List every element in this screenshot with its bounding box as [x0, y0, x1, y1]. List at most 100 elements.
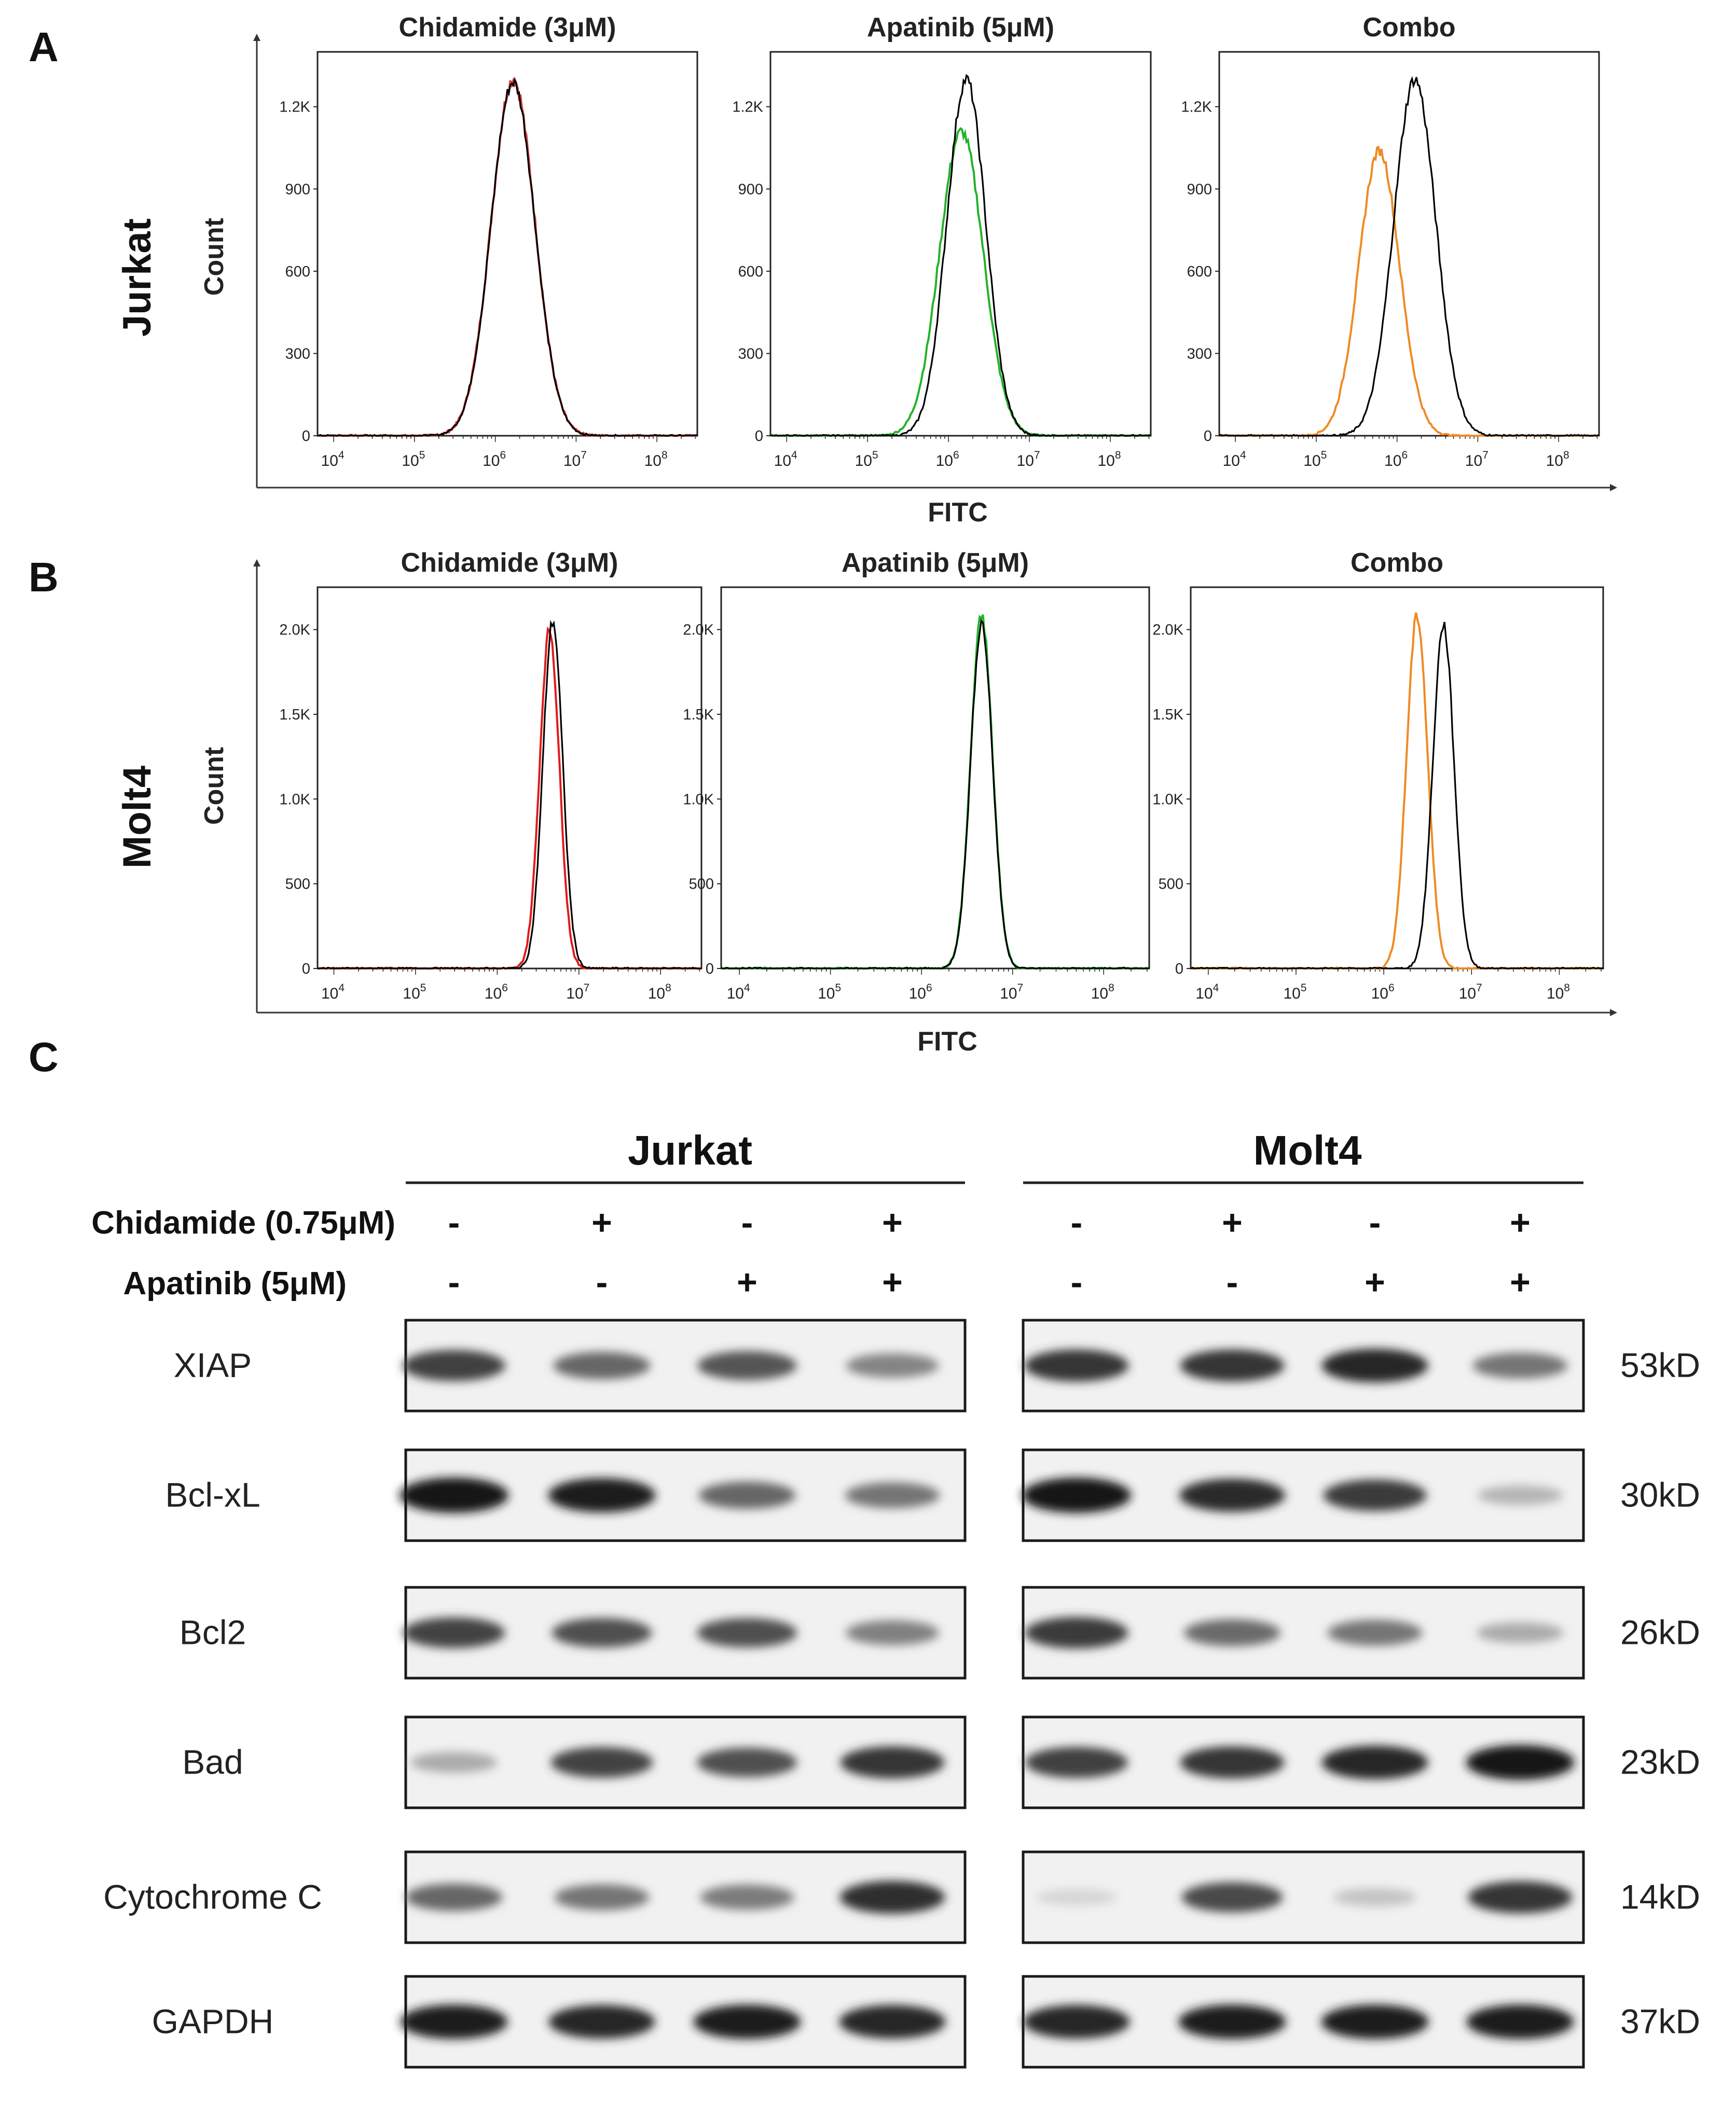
wb-group-label-molt4: Molt4 — [1253, 1127, 1362, 1173]
wb-sign-molt4-1-2: + — [1222, 1203, 1243, 1242]
panel-b-subplot-1-ytick-label: 1.0K — [279, 791, 310, 808]
wb-band-molt4-lane-3 — [1327, 1619, 1423, 1646]
panel-a-subplot-3-xtick-label: 104 — [1223, 449, 1246, 469]
wb-band-jurkat-lane-2 — [548, 2005, 655, 2039]
wb-band-molt4-lane-3 — [1323, 1479, 1427, 1511]
wb-band-molt4-lane-4 — [1466, 2004, 1574, 2039]
panel-b-cell-line-label: Molt4 — [115, 766, 159, 868]
wb-size-label: 26kD — [1620, 1613, 1700, 1652]
panel-a-subplot-1-xtick-label: 108 — [644, 449, 668, 469]
wb-band-jurkat-lane-2 — [553, 1352, 651, 1379]
wb-band-molt4-lane-2 — [1180, 1349, 1285, 1382]
wb-protein-label: Cytochrome C — [103, 1878, 322, 1916]
wb-band-jurkat-lane-2 — [552, 1618, 652, 1648]
wb-band-jurkat-lane-3 — [697, 1618, 797, 1648]
wb-band-jurkat-lane-4 — [839, 2005, 946, 2039]
panel-a-subplot-2-series-control — [770, 74, 1151, 437]
panel-b-y-axis-label: Count — [199, 747, 229, 825]
wb-band-jurkat-lane-1 — [403, 1350, 505, 1381]
wb-band-jurkat-lane-4 — [839, 1880, 945, 1914]
panel-a-subplot-2-xtick-label: 104 — [774, 449, 797, 469]
wb-row-5: Cytochrome C 14kD — [103, 1850, 1700, 1944]
panel-b-subplot-3-ytick-label: 2.0K — [1152, 622, 1183, 639]
wb-band-jurkat-lane-3 — [693, 2004, 801, 2039]
panel-a-subplot-1-series-control — [317, 77, 698, 437]
panel-b-subplot-1-ytick-label: 500 — [285, 876, 310, 893]
panel-a-subplot-2-xtick-label: 105 — [855, 449, 878, 469]
panel-b-subplot-2-xtick-label: 104 — [727, 982, 750, 1002]
panel-a-subplot-3-ytick-label: 1.2K — [1181, 99, 1212, 116]
wb-sign-molt4-2-2: - — [1227, 1263, 1238, 1302]
wb-sign-molt4-1-1: - — [1071, 1203, 1083, 1242]
panel-b-subplot-1-ytick-label: 2.0K — [279, 622, 310, 639]
wb-band-jurkat-lane-4 — [840, 1746, 945, 1779]
wb-sign-jurkat-1-4: + — [882, 1203, 903, 1242]
wb-band-jurkat-lane-3 — [697, 1748, 797, 1777]
panel-a-subplot-3-ytick-label: 300 — [1187, 345, 1212, 362]
panel-b-subplot-3-xtick-label: 108 — [1547, 982, 1570, 1002]
wb-band-jurkat-lane-4 — [846, 1620, 939, 1645]
panel-a-subplot-3-series-control — [1219, 76, 1600, 437]
panel-a-subplot-1-title: Chidamide (3μM) — [399, 12, 616, 43]
wb-band-molt4-lane-1 — [1023, 2005, 1130, 2039]
panel-label-c: C — [29, 1034, 59, 1080]
panel-b-subplot-2-xtick-label: 107 — [1000, 982, 1023, 1002]
panel-a-subplot-1-xtick-label: 105 — [402, 449, 425, 469]
wb-band-molt4-lane-3 — [1321, 2004, 1429, 2039]
wb-band-molt4-lane-2 — [1179, 1478, 1285, 1512]
panel-b-subplot-1: Chidamide (3μM) 0 500 1.0K 1.5K 2.0K 104 105 106… — [279, 548, 702, 1002]
wb-band-molt4-lane-4 — [1477, 1622, 1564, 1643]
panel-b-subplot-2-ytick-label: 500 — [689, 876, 714, 893]
wb-band-molt4-lane-2 — [1180, 1746, 1285, 1779]
panel-a-subplot-3-ytick-label: 0 — [1204, 428, 1212, 445]
wb-band-molt4-lane-4 — [1466, 1745, 1575, 1780]
wb-band-jurkat-lane-1 — [403, 1617, 505, 1649]
panel-a-subplot-3-title: Combo — [1362, 12, 1455, 43]
panel-b-subplot-3-xtick-label: 107 — [1459, 982, 1482, 1002]
panel-a-subplot-2-title: Apatinib (5μM) — [867, 12, 1054, 43]
wb-row-4: Bad 23kD — [182, 1715, 1700, 1809]
panel-b-subplot-2-ytick-label: 1.0K — [683, 791, 714, 808]
panel-b-subplot-3-ytick-label: 0 — [1175, 961, 1183, 977]
wb-sign-molt4-1-3: - — [1369, 1203, 1381, 1242]
panel-a-subplot-2-ytick-label: 300 — [738, 345, 763, 362]
panel-a-subplot-2-frame — [769, 51, 1152, 437]
wb-row-3: Bcl2 26kD — [180, 1586, 1700, 1680]
wb-sign-molt4-1-4: + — [1510, 1203, 1531, 1242]
panel-a-subplot-3-ytick-label: 600 — [1187, 264, 1212, 280]
panel-b-subplot-2-title: Apatinib (5μM) — [842, 548, 1029, 578]
wb-band-molt4-lane-1 — [1024, 1349, 1129, 1382]
wb-band-molt4-lane-1 — [1025, 1747, 1128, 1778]
panel-a-subplot-1-xtick-label: 104 — [321, 449, 345, 469]
panel-a-subplot-2-xtick-label: 108 — [1097, 449, 1121, 469]
panel-a-subplot-3-xtick-label: 106 — [1384, 449, 1408, 469]
wb-band-molt4-lane-1 — [1025, 1617, 1128, 1649]
wb-band-jurkat-lane-2 — [548, 1478, 656, 1513]
panel-a-subplot-1-ytick-label: 1.2K — [279, 99, 310, 116]
panel-a-x-axis-label: FITC — [928, 497, 988, 528]
wb-band-molt4-lane-3 — [1333, 1888, 1417, 1907]
panel-a-subplot-3: Combo 0 300 600 900 1.2K 104 105 106 107 108 — [1181, 12, 1600, 469]
wb-band-molt4-lane-2 — [1178, 2004, 1286, 2039]
wb-protein-label: Bcl-xL — [165, 1476, 260, 1514]
wb-protein-label: Bcl2 — [180, 1613, 246, 1652]
wb-treatment-label-chidamide: Chidamide (0.75μM) — [91, 1205, 395, 1241]
panel-c-western-blot: Jurkat Molt4 Chidamide (0.75μM) Apatinib… — [91, 1127, 1700, 2069]
wb-band-molt4-lane-2 — [1181, 1882, 1283, 1913]
wb-band-jurkat-lane-1 — [405, 1884, 503, 1911]
panel-b-subplot-2-xtick-label: 106 — [909, 982, 932, 1002]
panel-label-a: A — [29, 24, 59, 70]
panel-a-subplot-1-ytick-label: 0 — [302, 428, 310, 445]
panel-a-subplot-1-frame — [316, 51, 698, 437]
panel-b-subplot-3-ytick-label: 500 — [1159, 876, 1183, 893]
panel-b-subplot-1-xtick-label: 108 — [648, 982, 671, 1002]
panel-b-x-axis-label: FITC — [917, 1027, 977, 1057]
panel-b-subplot-1-xtick-label: 107 — [566, 982, 589, 1002]
wb-group-label-jurkat: Jurkat — [628, 1127, 752, 1173]
wb-band-molt4-lane-1 — [1036, 1889, 1117, 1906]
panel-b-subplot-2-xtick-label: 108 — [1091, 982, 1114, 1002]
wb-size-label: 37kD — [1620, 2002, 1700, 2041]
panel-a-subplot-1-xtick-label: 107 — [563, 449, 587, 469]
wb-sign-jurkat-2-4: + — [882, 1263, 903, 1302]
wb-treatment-label-apatinib: Apatinib (5μM) — [123, 1266, 347, 1302]
